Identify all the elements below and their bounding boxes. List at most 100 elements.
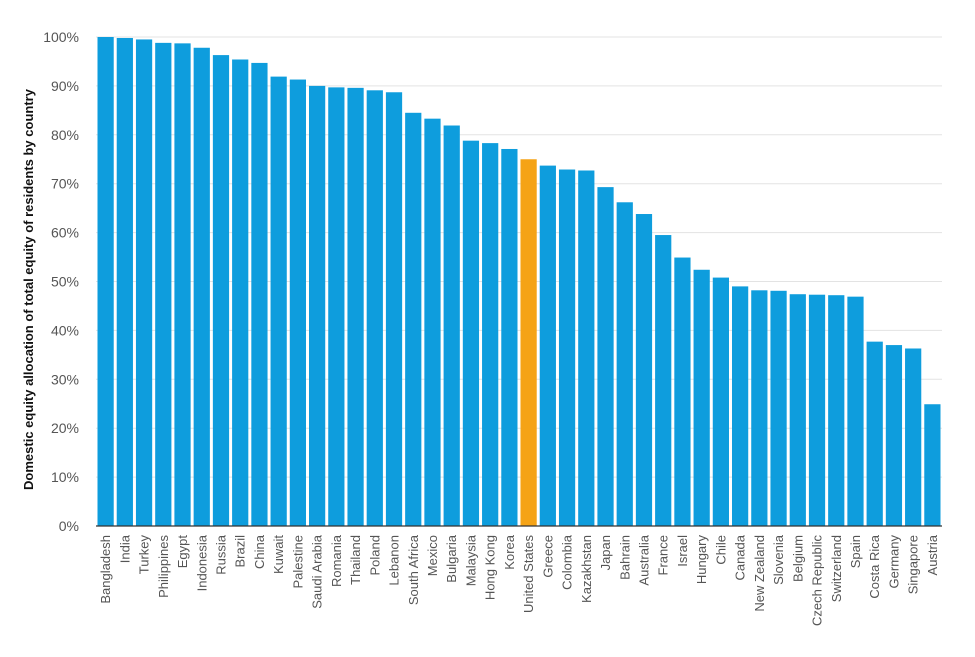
- bar: [828, 295, 845, 526]
- x-tick-label: Hong Kong: [483, 535, 498, 600]
- x-tick-label: Spain: [848, 535, 863, 568]
- y-tick-label: 60%: [51, 225, 79, 241]
- bar: [578, 170, 595, 526]
- bar: [770, 290, 787, 526]
- x-tick-label: Malaysia: [463, 534, 478, 586]
- y-tick-label: 10%: [51, 469, 79, 485]
- x-tick-label: Poland: [367, 535, 382, 575]
- x-tick-label: Germany: [886, 535, 901, 589]
- x-tick-label: Palestine: [290, 535, 305, 588]
- bar: [789, 294, 806, 526]
- bar: [655, 235, 672, 527]
- bar: [635, 214, 653, 526]
- bars: [97, 37, 941, 527]
- x-tick-labels: Bangladesh India Turkey Philippines Egypt Ind…: [98, 534, 940, 626]
- y-tick-label: 40%: [51, 322, 79, 338]
- x-tick-label: United States: [521, 535, 536, 614]
- bar: [135, 39, 153, 526]
- bar: [885, 345, 903, 526]
- y-tick-label: 0%: [59, 518, 79, 534]
- x-tick-label: Switzerland: [829, 535, 844, 602]
- x-tick-label: Belgium: [790, 535, 805, 582]
- x-tick-label: Mexico: [425, 535, 440, 576]
- bar: [905, 348, 922, 526]
- x-tick-label: Slovenia: [771, 534, 786, 585]
- bar: [424, 118, 441, 527]
- x-tick-label: Austria: [925, 534, 940, 575]
- x-tick-label: Chile: [713, 535, 728, 565]
- bar: [116, 37, 133, 527]
- y-tick-label: 100%: [43, 29, 79, 45]
- bar: [405, 112, 422, 527]
- x-tick-label: Japan: [598, 535, 613, 570]
- y-tick-label: 30%: [51, 371, 79, 387]
- bar: [232, 59, 249, 527]
- x-tick-label: New Zealand: [752, 535, 767, 612]
- bar: [866, 341, 883, 526]
- bar: [385, 92, 403, 526]
- x-tick-label: Colombia: [560, 534, 575, 590]
- bar: [366, 90, 383, 527]
- bar: [808, 294, 826, 526]
- x-tick-label: Kuwait: [271, 535, 286, 574]
- x-tick-label: Czech Republic: [810, 535, 825, 627]
- x-tick-label: Bahrain: [617, 535, 632, 580]
- bar: [924, 404, 941, 526]
- x-tick-label: Russia: [213, 534, 228, 575]
- x-tick-label: Indonesia: [194, 534, 209, 591]
- bar: [539, 165, 556, 526]
- x-tick-label: Hungary: [694, 535, 709, 585]
- bar: [847, 296, 864, 526]
- x-tick-label: Brazil: [233, 535, 248, 568]
- x-tick-label: France: [656, 535, 671, 575]
- bar: [482, 143, 499, 526]
- x-tick-label: Israel: [675, 535, 690, 567]
- bar: [270, 76, 287, 526]
- bar: [251, 62, 268, 527]
- y-tick-label: 80%: [51, 127, 79, 143]
- x-tick-label: Saudi Arabia: [310, 534, 325, 608]
- bar: [97, 37, 114, 526]
- bar: [212, 55, 230, 527]
- bar: [443, 125, 460, 526]
- bar: [309, 85, 326, 527]
- bar: [289, 79, 306, 526]
- bar: [558, 169, 576, 527]
- x-tick-label: Canada: [733, 534, 748, 580]
- x-tick-label: Bulgaria: [444, 534, 459, 582]
- bar: [501, 148, 518, 526]
- y-tick-label: 70%: [51, 176, 79, 192]
- y-tick-label: 90%: [51, 78, 79, 94]
- x-tick-label: Korea: [502, 534, 517, 569]
- x-tick-label: Thailand: [348, 535, 363, 585]
- bar: [155, 42, 172, 526]
- bar: [712, 277, 729, 526]
- bar: [597, 187, 614, 527]
- x-tick-label: India: [117, 534, 132, 563]
- bar: [174, 43, 191, 527]
- bar: [328, 87, 345, 526]
- bar: [616, 202, 633, 527]
- bar: [732, 286, 749, 526]
- y-tick-label: 20%: [51, 420, 79, 436]
- x-tick-label: Bangladesh: [98, 535, 113, 604]
- x-tick-label: Turkey: [137, 535, 152, 575]
- x-tick-label: Kazakhstan: [579, 535, 594, 603]
- y-tick-label: 50%: [51, 274, 79, 290]
- bar: [751, 290, 768, 526]
- bar: [674, 257, 691, 526]
- x-tick-label: China: [252, 534, 267, 569]
- x-tick-label: Greece: [540, 535, 555, 578]
- bar: [462, 140, 480, 526]
- y-tick-labels: 0% 10% 20% 30% 40% 50% 60% 70% 80% 90% 100%: [43, 29, 79, 534]
- x-tick-label: Egypt: [175, 535, 190, 569]
- x-tick-label: South Africa: [406, 534, 421, 605]
- x-tick-label: Lebanon: [387, 535, 402, 586]
- x-tick-label: Romania: [329, 534, 344, 587]
- x-tick-label: Singapore: [906, 535, 921, 594]
- bar: [347, 87, 364, 526]
- bar: [693, 269, 710, 526]
- x-tick-label: Costa Rica: [867, 534, 882, 598]
- bar: [193, 47, 210, 527]
